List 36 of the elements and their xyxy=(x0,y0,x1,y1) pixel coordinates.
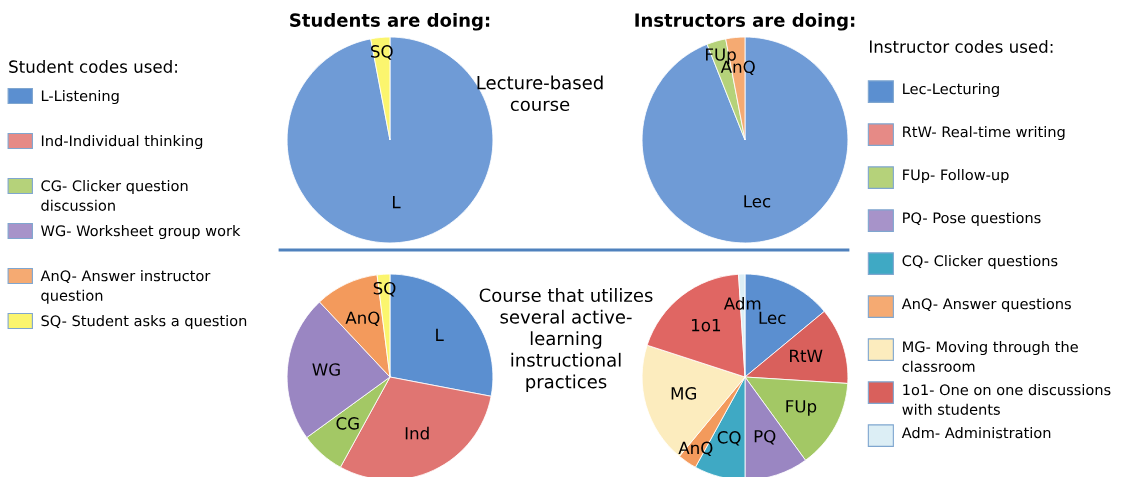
slice-label: Lec xyxy=(759,311,786,325)
category-label: FUp- Follow-up xyxy=(903,169,1009,184)
slice-label: PQ xyxy=(754,429,776,445)
slice-label: L xyxy=(436,328,444,341)
slice-label: WG xyxy=(312,363,340,376)
slice-label: CG xyxy=(336,417,359,430)
chart-title: Instructors are doing: xyxy=(635,12,855,31)
text: Course that utilizes several active- learning instructional practices xyxy=(479,288,653,392)
text: Instructor codes used: xyxy=(869,40,1053,53)
category-label: PQ- Pose questions xyxy=(903,212,1041,227)
category-label: CQ- Clicker questions xyxy=(902,255,1058,270)
slice-label: RtW xyxy=(790,349,823,362)
slice-label: CQ xyxy=(717,431,741,446)
category-label: RtW- Real-time writing xyxy=(903,126,1065,141)
text: Lecture-based course xyxy=(477,75,603,112)
category-label: SQ- Student asks a question xyxy=(41,315,247,330)
category-label: WG- Worksheet group work xyxy=(40,225,241,240)
category-label: Lec-Lecturing xyxy=(903,83,999,98)
slice-label: L xyxy=(393,195,401,209)
category-label: Ind-Individual thinking xyxy=(41,135,203,150)
category-label: AnQ- Answer questions xyxy=(901,298,1071,313)
slice-label: 1o1 xyxy=(692,319,721,332)
category-label: MG- Moving through the classroom xyxy=(902,341,1078,372)
slice-label: FUp xyxy=(786,400,817,416)
chart-title: Students are doing: xyxy=(290,12,490,31)
slice-label: Lec xyxy=(744,195,771,208)
category-label: 1o1- One on one discussions with students xyxy=(902,384,1111,415)
category-label: L-Listening xyxy=(41,90,119,105)
text: Student codes used: xyxy=(9,60,177,73)
slice-label: MG xyxy=(671,387,696,400)
slice-label: Ind xyxy=(405,426,429,440)
category-label: AnQ- Answer instructor question xyxy=(40,270,211,304)
category-label: CG- Clicker question discussion xyxy=(41,180,188,211)
category-label: Adm- Administration xyxy=(901,427,1051,439)
slice-label: AnQ xyxy=(345,311,380,326)
pie-slice xyxy=(641,36,849,244)
